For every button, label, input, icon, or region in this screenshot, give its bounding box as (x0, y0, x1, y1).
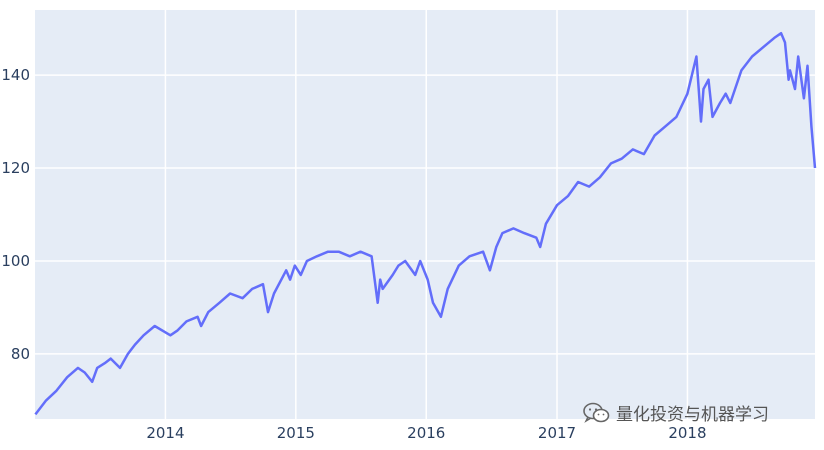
wechat-icon (583, 402, 610, 423)
y-tick-label: 100 (1, 252, 30, 270)
watermark: 量化投资与机器学习 (582, 400, 769, 425)
x-tick-label: 2015 (277, 424, 315, 442)
y-tick-label: 120 (1, 159, 30, 177)
y-tick-label: 80 (11, 345, 30, 363)
series-line (34, 31, 817, 416)
x-tick-label: 2018 (668, 424, 706, 442)
y-tick-label: 140 (1, 66, 30, 84)
series-group (34, 31, 817, 416)
watermark-text: 量化投资与机器学习 (616, 405, 769, 425)
x-tick-label: 2017 (538, 424, 576, 442)
y-axis-ticks: 80 100 120 140 (1, 66, 30, 363)
x-tick-label: 2014 (146, 424, 184, 442)
y-gridlines (35, 74, 815, 355)
x-gridlines (164, 10, 689, 419)
x-axis-ticks: 2014 2015 2016 2017 2018 (146, 424, 706, 442)
x-tick-label: 2016 (407, 424, 445, 442)
